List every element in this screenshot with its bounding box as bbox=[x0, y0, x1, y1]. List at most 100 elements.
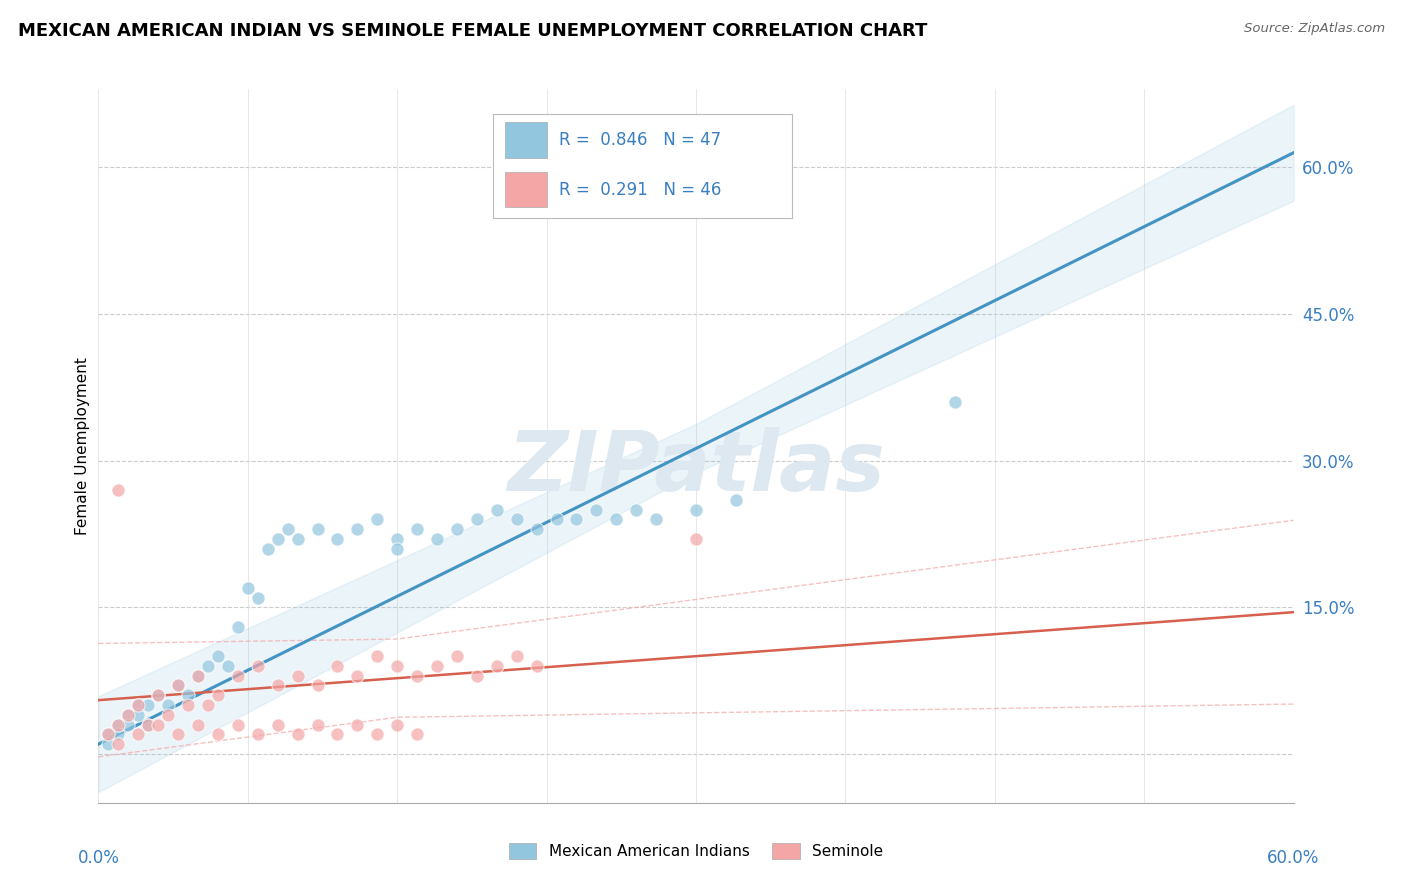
Point bbox=[465, 669, 488, 683]
Point bbox=[107, 717, 129, 731]
Point bbox=[426, 659, 449, 673]
Text: Source: ZipAtlas.com: Source: ZipAtlas.com bbox=[1244, 22, 1385, 36]
Point bbox=[117, 707, 139, 722]
Point bbox=[207, 688, 229, 702]
Point bbox=[943, 395, 966, 409]
Point bbox=[117, 717, 139, 731]
Point bbox=[326, 532, 349, 546]
Point bbox=[256, 541, 278, 556]
Point bbox=[506, 649, 529, 664]
Point bbox=[346, 522, 368, 536]
Point bbox=[207, 649, 229, 664]
Point bbox=[685, 532, 707, 546]
Point bbox=[187, 717, 209, 731]
Point bbox=[346, 717, 368, 731]
Point bbox=[385, 541, 409, 556]
Point bbox=[385, 717, 409, 731]
Point bbox=[645, 512, 668, 526]
Point bbox=[626, 502, 648, 516]
Point bbox=[485, 502, 508, 516]
Point bbox=[107, 727, 129, 741]
Point bbox=[307, 522, 329, 536]
Point bbox=[217, 659, 239, 673]
Point bbox=[685, 502, 707, 516]
Point bbox=[287, 727, 309, 741]
Point bbox=[585, 502, 607, 516]
Point bbox=[565, 512, 588, 526]
Point bbox=[366, 649, 388, 664]
Text: MEXICAN AMERICAN INDIAN VS SEMINOLE FEMALE UNEMPLOYMENT CORRELATION CHART: MEXICAN AMERICAN INDIAN VS SEMINOLE FEMA… bbox=[18, 22, 928, 40]
Point bbox=[167, 678, 190, 692]
Point bbox=[426, 532, 449, 546]
Point bbox=[366, 512, 388, 526]
Point bbox=[226, 717, 249, 731]
Point bbox=[446, 649, 468, 664]
Point bbox=[465, 512, 488, 526]
Point bbox=[207, 727, 229, 741]
Point bbox=[485, 659, 508, 673]
Point bbox=[97, 727, 120, 741]
Point bbox=[307, 678, 329, 692]
Text: ZIPatlas: ZIPatlas bbox=[508, 427, 884, 508]
Point bbox=[546, 512, 568, 526]
Point bbox=[167, 678, 190, 692]
Point bbox=[406, 522, 429, 536]
Point bbox=[107, 737, 129, 751]
Point bbox=[526, 659, 548, 673]
Point bbox=[136, 717, 159, 731]
Point bbox=[97, 737, 120, 751]
Point bbox=[406, 669, 429, 683]
Text: 0.0%: 0.0% bbox=[77, 849, 120, 867]
Point bbox=[406, 727, 429, 741]
Point bbox=[267, 717, 290, 731]
Point bbox=[197, 698, 219, 712]
Point bbox=[187, 669, 209, 683]
Point bbox=[506, 512, 529, 526]
Point bbox=[236, 581, 259, 595]
Point bbox=[127, 727, 149, 741]
Legend: Mexican American Indians, Seminole: Mexican American Indians, Seminole bbox=[501, 835, 891, 866]
Point bbox=[446, 522, 468, 536]
Point bbox=[127, 698, 149, 712]
Point bbox=[127, 707, 149, 722]
Point bbox=[136, 698, 159, 712]
Point bbox=[148, 688, 170, 702]
Point bbox=[287, 669, 309, 683]
Point bbox=[346, 669, 368, 683]
Point bbox=[326, 659, 349, 673]
Point bbox=[177, 688, 200, 702]
Point bbox=[277, 522, 299, 536]
Point bbox=[307, 717, 329, 731]
Point bbox=[226, 620, 249, 634]
Point bbox=[97, 727, 120, 741]
Point bbox=[267, 678, 290, 692]
Point bbox=[148, 688, 170, 702]
Y-axis label: Female Unemployment: Female Unemployment bbox=[75, 357, 90, 535]
Point bbox=[526, 522, 548, 536]
Point bbox=[157, 698, 180, 712]
Point bbox=[326, 727, 349, 741]
Point bbox=[267, 532, 290, 546]
Point bbox=[605, 512, 627, 526]
Point bbox=[136, 717, 159, 731]
Point bbox=[107, 717, 129, 731]
Text: 60.0%: 60.0% bbox=[1267, 849, 1320, 867]
Point bbox=[226, 669, 249, 683]
Point bbox=[385, 659, 409, 673]
Point bbox=[167, 727, 190, 741]
Point bbox=[148, 717, 170, 731]
Point bbox=[177, 698, 200, 712]
Point bbox=[107, 483, 129, 497]
Point bbox=[127, 698, 149, 712]
Point bbox=[157, 707, 180, 722]
Point bbox=[187, 669, 209, 683]
Point bbox=[287, 532, 309, 546]
Point bbox=[724, 492, 747, 507]
Point bbox=[385, 532, 409, 546]
Point bbox=[246, 591, 269, 605]
Point bbox=[246, 727, 269, 741]
Point bbox=[246, 659, 269, 673]
Point bbox=[366, 727, 388, 741]
Point bbox=[197, 659, 219, 673]
Point bbox=[117, 707, 139, 722]
